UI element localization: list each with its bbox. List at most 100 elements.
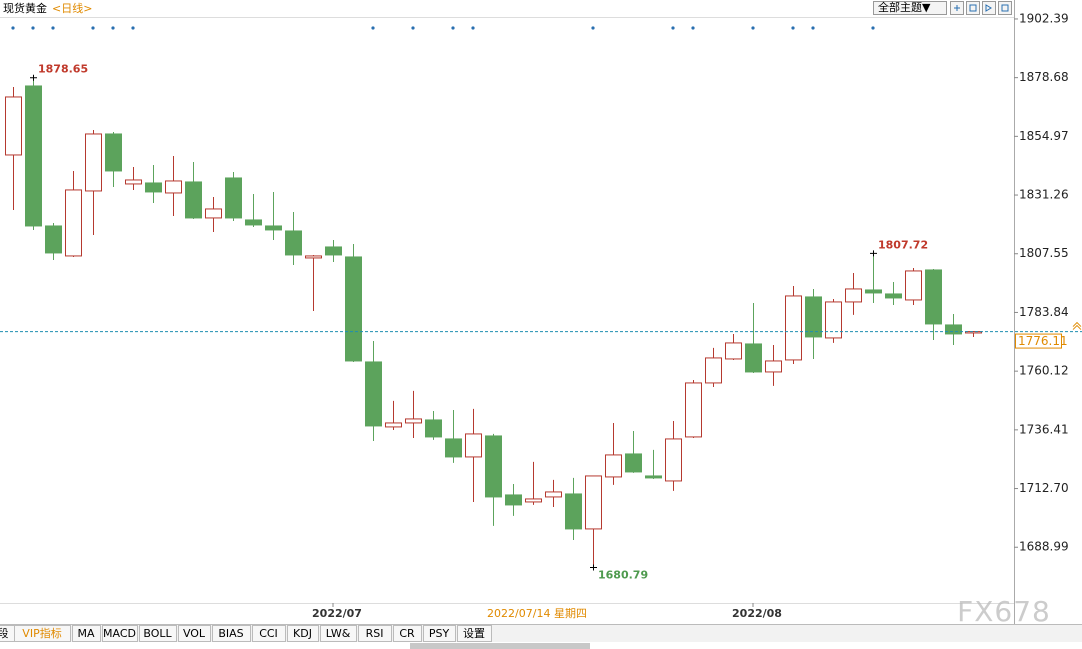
tab[interactable]: BOLL — [143, 627, 172, 640]
candle-body — [825, 301, 842, 339]
tab[interactable]: MA — [77, 627, 94, 640]
toolbar-icons — [950, 1, 1012, 15]
tab[interactable]: KDJ — [293, 627, 312, 640]
tab[interactable]: 段 — [0, 626, 9, 640]
candle-body — [145, 182, 162, 193]
event-dot — [871, 26, 875, 30]
candle-body — [745, 343, 762, 373]
tab-box[interactable] — [423, 625, 456, 642]
y-tick-label: 1760.12 — [1019, 364, 1069, 378]
tab-box[interactable] — [102, 625, 138, 642]
event-dot — [411, 26, 415, 30]
candle-body — [605, 454, 622, 478]
candle-body — [165, 180, 182, 194]
candle-body — [265, 225, 282, 231]
candle-body — [205, 208, 222, 219]
event-dot — [91, 26, 95, 30]
event-dot — [671, 26, 675, 30]
tab[interactable]: VOL — [183, 627, 206, 640]
candle-body — [225, 177, 242, 219]
candle-body — [365, 361, 382, 427]
tab[interactable]: BIAS — [218, 627, 243, 640]
candle-body — [125, 179, 142, 185]
instrument-title: 现货黄金 — [3, 1, 47, 15]
period-label[interactable]: <日线> — [52, 1, 92, 15]
event-dot — [111, 26, 115, 30]
tab-box[interactable] — [14, 625, 71, 642]
candle-body — [245, 219, 262, 226]
candle-body — [185, 181, 202, 219]
watermark: FX678 — [957, 595, 1051, 628]
event-dot — [51, 26, 55, 30]
icon-glyphs — [954, 4, 1009, 12]
tab-box[interactable] — [139, 625, 177, 642]
extreme-marker — [590, 564, 597, 571]
tab[interactable]: MACD — [103, 627, 136, 640]
price-label: 1776.11 — [1018, 334, 1068, 348]
tab-box[interactable] — [178, 625, 211, 642]
tab[interactable]: CCI — [259, 627, 278, 640]
tab-box[interactable] — [212, 625, 251, 642]
tab-box[interactable] — [393, 625, 422, 642]
candle-body — [345, 256, 362, 362]
candle-body — [65, 189, 82, 257]
event-dot — [591, 26, 595, 30]
event-dot — [371, 26, 375, 30]
y-tick-label: 1831.26 — [1019, 188, 1069, 202]
candle-body — [765, 360, 782, 373]
tab[interactable]: LW& — [326, 627, 351, 640]
candle-body — [785, 295, 802, 361]
extreme-marker — [30, 74, 37, 81]
event-dot — [11, 26, 15, 30]
scrollbar[interactable] — [410, 643, 590, 649]
icon-button[interactable] — [982, 1, 996, 15]
candle-body — [425, 419, 442, 438]
candle-body — [665, 438, 682, 482]
x-tick-label: 2022/07 — [312, 607, 362, 620]
candle-body — [445, 438, 462, 458]
tab-box[interactable] — [320, 625, 357, 642]
icon-button[interactable] — [966, 1, 980, 15]
tab[interactable]: 设置 — [463, 627, 485, 640]
extreme-label: 1680.79 — [598, 569, 648, 582]
icon-button[interactable] — [998, 1, 1012, 15]
candle-body — [725, 342, 742, 360]
event-dot — [791, 26, 795, 30]
candle-body — [565, 493, 582, 530]
tab[interactable]: PSY — [429, 627, 450, 640]
candle-body — [405, 418, 422, 424]
event-dot — [691, 26, 695, 30]
candle-body — [625, 453, 642, 473]
event-dot — [31, 26, 35, 30]
y-tick-label: 1783.84 — [1019, 305, 1069, 319]
candle-body — [845, 288, 862, 303]
theme-button[interactable]: 全部主题▼ — [878, 0, 931, 14]
tab-box[interactable] — [457, 625, 492, 642]
price-arrow — [1072, 321, 1082, 330]
tab[interactable]: CR — [399, 627, 415, 640]
tab-box[interactable] — [287, 625, 319, 642]
tab-box[interactable] — [358, 625, 392, 642]
extreme-marker — [870, 250, 877, 257]
candle-body — [105, 133, 122, 172]
price-label-box — [1015, 333, 1062, 349]
y-tick-label: 1902.39 — [1019, 11, 1069, 25]
candle-body — [905, 270, 922, 301]
theme-button-box[interactable] — [873, 1, 947, 15]
y-tick-label: 1736.41 — [1019, 422, 1069, 436]
event-dot — [811, 26, 815, 30]
event-dot — [471, 26, 475, 30]
candle-body — [945, 324, 962, 335]
tab-box[interactable] — [252, 625, 286, 642]
candle-body — [325, 246, 342, 256]
event-dot — [751, 26, 755, 30]
candle-body — [285, 230, 302, 256]
extreme-label: 1878.65 — [38, 63, 88, 76]
extreme-label: 1807.72 — [878, 238, 928, 251]
candle-body — [865, 289, 882, 294]
tab-box[interactable] — [72, 625, 101, 642]
tab[interactable]: VIP指标 — [22, 626, 61, 640]
tab[interactable]: RSI — [366, 627, 384, 640]
candle-body — [925, 269, 942, 325]
